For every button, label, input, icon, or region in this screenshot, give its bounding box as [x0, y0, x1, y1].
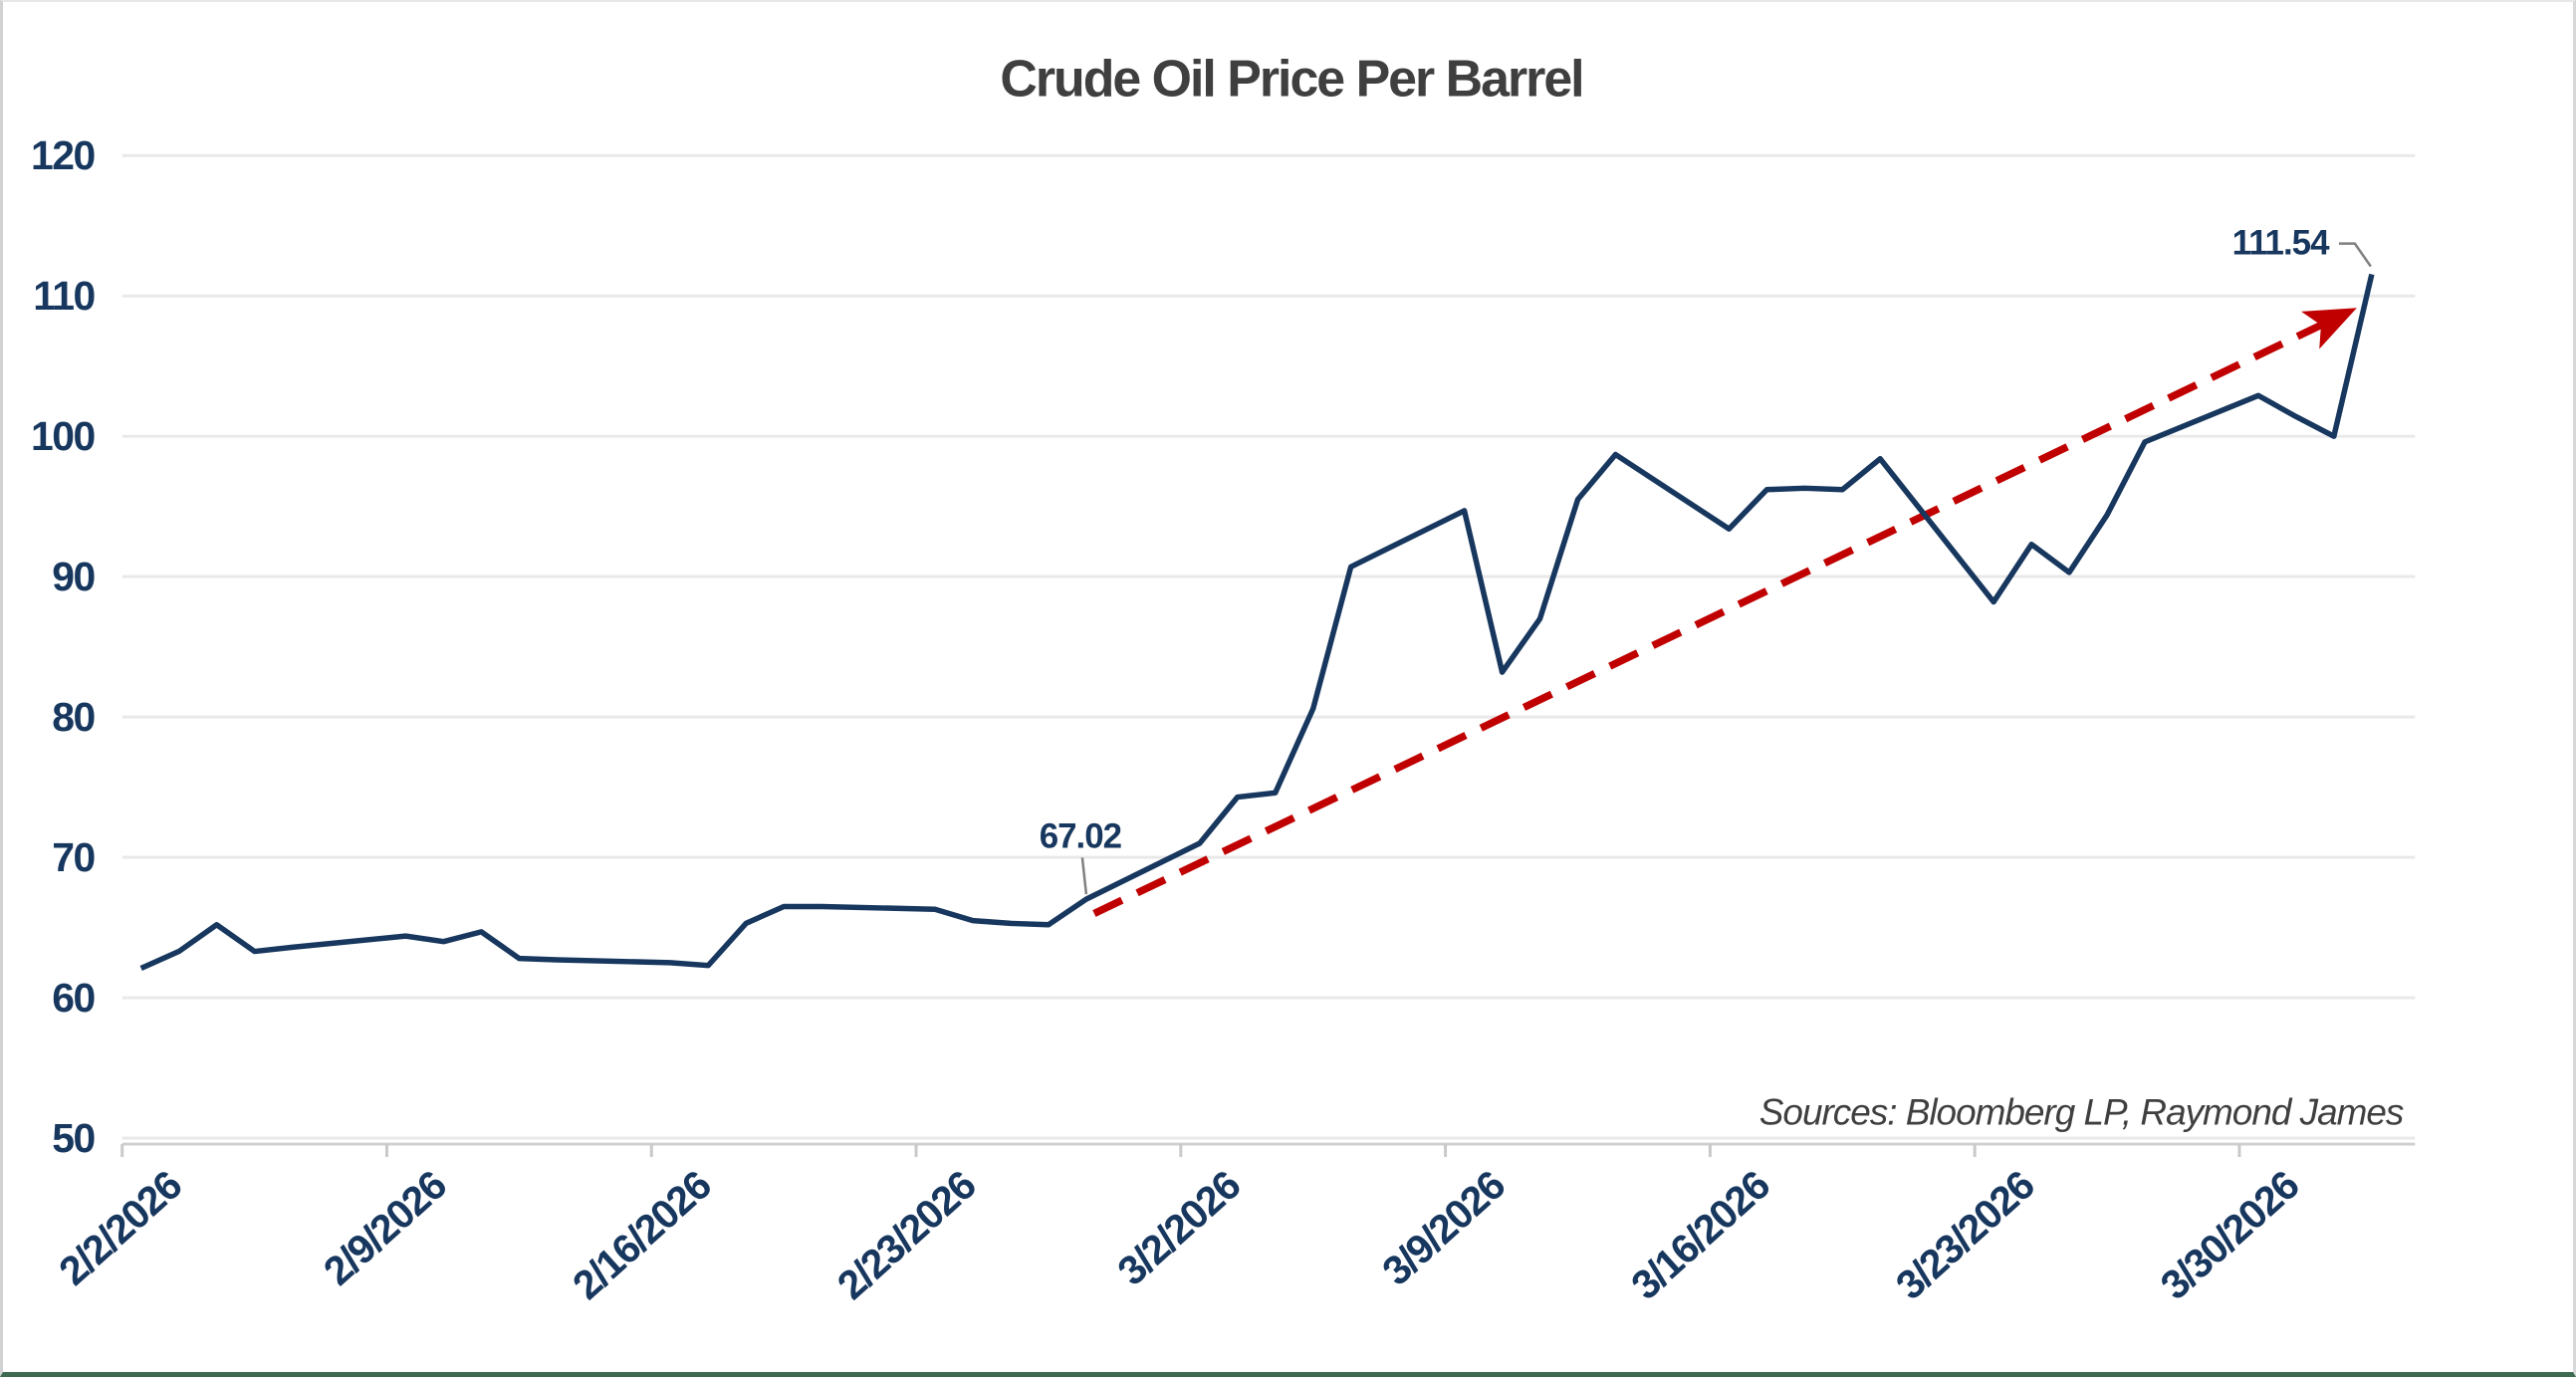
x-tick-label: 2/23/2026 — [828, 1162, 985, 1308]
y-tick-label: 80 — [52, 694, 95, 740]
y-tick-label: 50 — [52, 1115, 95, 1161]
y-axis-labels: 50 60 70 80 90 100 110 120 — [31, 132, 97, 1161]
y-tick-label: 90 — [52, 554, 95, 599]
x-tick-label: 3/23/2026 — [1887, 1162, 2043, 1308]
annotation-label-6702: 67.02 — [1040, 816, 1121, 855]
annotation-label-11154: 111.54 — [2232, 224, 2331, 263]
trend-arrow-line — [1092, 308, 2357, 917]
x-tick-label: 3/30/2026 — [2152, 1162, 2308, 1308]
annotations: 67.02 111.54 — [1040, 224, 2372, 895]
annotation-high: 111.54 — [2232, 224, 2372, 268]
x-tick-label: 3/2/2026 — [1109, 1162, 1250, 1294]
chart-title: Crude Oil Price Per Barrel — [1000, 50, 1582, 108]
price-series-line — [139, 273, 2375, 971]
y-tick-label: 60 — [52, 975, 95, 1021]
source-note: Sources: Bloomberg LP, Raymond James — [1759, 1091, 2404, 1132]
x-axis-labels: 2/2/2026 2/9/2026 2/16/2026 2/23/2026 3/2/20… — [50, 1162, 2307, 1308]
x-tick-label: 3/9/2026 — [1373, 1162, 1514, 1294]
gridlines — [121, 153, 2416, 1140]
y-tick-label: 110 — [33, 273, 95, 319]
y-tick-label: 100 — [31, 413, 96, 459]
y-tick-label: 120 — [31, 132, 96, 178]
annotation-leader-line — [2338, 242, 2372, 268]
x-tick-label: 2/9/2026 — [315, 1162, 455, 1294]
y-tick-label: 70 — [52, 834, 95, 880]
x-tick-label: 2/16/2026 — [564, 1162, 720, 1308]
x-axis — [120, 1142, 2416, 1157]
annotation-low: 67.02 — [1040, 816, 1122, 895]
x-tick-label: 2/2/2026 — [50, 1162, 190, 1294]
x-tick-label: 3/16/2026 — [1622, 1162, 1778, 1308]
crude-oil-line-chart: 50 60 70 80 90 100 110 120 2/2/2026 2/9/2026 2/16… — [31, 50, 2416, 1308]
annotation-leader-line — [1080, 857, 1088, 895]
